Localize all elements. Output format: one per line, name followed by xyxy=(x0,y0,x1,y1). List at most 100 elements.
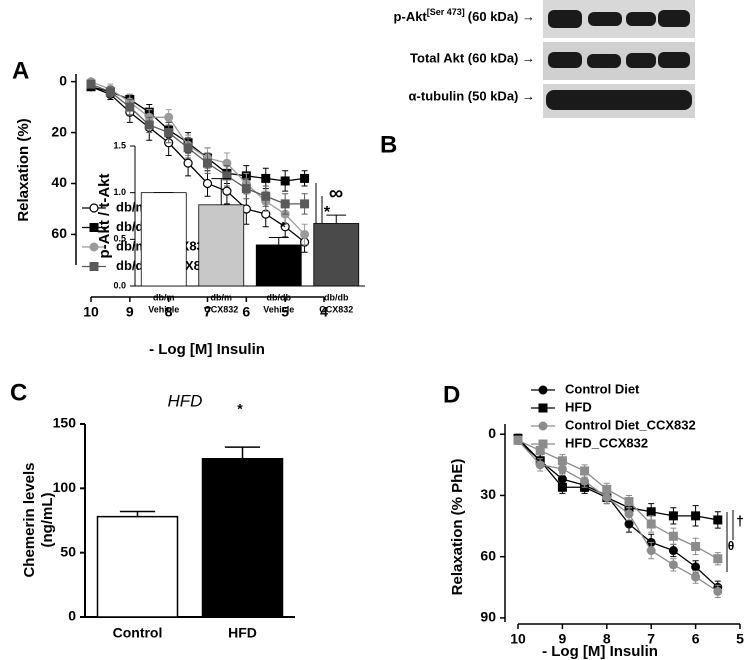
y-tick-label: 40 xyxy=(51,174,67,190)
y-tick-label: 1.5 xyxy=(113,140,126,150)
x-tick-label: 9 xyxy=(126,304,134,320)
y-tick-label: 0.0 xyxy=(113,280,126,290)
marker xyxy=(624,509,634,519)
marker xyxy=(538,403,548,413)
error-bar xyxy=(268,236,289,245)
marker xyxy=(535,460,545,470)
marker xyxy=(713,515,723,525)
marker xyxy=(261,191,271,201)
series xyxy=(86,79,310,215)
marker xyxy=(261,173,271,183)
marker xyxy=(300,229,310,239)
y-tick-label: 90 xyxy=(480,609,496,625)
blot-label: α-tubulin (50 kDa) → xyxy=(409,88,535,103)
panel-label: D xyxy=(443,381,460,408)
legend-label: HFD_CCX832 xyxy=(565,435,648,450)
panel-label: B xyxy=(380,131,397,158)
series-line xyxy=(517,437,718,521)
marker xyxy=(580,476,590,486)
x-tick-label: CCX832 xyxy=(204,304,238,314)
y-tick-label: 150 xyxy=(53,415,77,431)
marker xyxy=(89,223,99,232)
annotation: θ xyxy=(728,539,735,553)
marker xyxy=(538,439,548,449)
y-tick-label: 100 xyxy=(53,479,77,495)
marker xyxy=(105,87,115,97)
y-axis-label: (ng/mL) xyxy=(39,493,56,548)
x-tick-label: 10 xyxy=(510,631,526,647)
marker xyxy=(222,171,232,181)
marker xyxy=(86,79,96,89)
x-tick-label: db/db xyxy=(267,292,292,302)
error-bar xyxy=(119,510,156,517)
marker xyxy=(713,586,723,596)
y-tick-label: 20 xyxy=(51,123,67,139)
marker xyxy=(602,484,612,494)
marker xyxy=(280,176,290,186)
marker xyxy=(691,511,701,521)
y-tick-label: 60 xyxy=(51,225,67,241)
error-bar xyxy=(211,178,232,205)
y-tick-label: 1.0 xyxy=(113,187,126,197)
x-tick-label: 9 xyxy=(559,631,567,647)
marker xyxy=(580,466,590,476)
legend-label: db/m xyxy=(116,199,147,214)
x-tick-label: 6 xyxy=(692,631,700,647)
x-tick-label: 5 xyxy=(281,304,289,320)
annotation: * xyxy=(324,204,331,221)
marker xyxy=(691,541,701,551)
y-tick-label: 30 xyxy=(480,486,496,502)
marker xyxy=(513,435,523,445)
chart-title: HFD xyxy=(168,391,203,410)
marker xyxy=(164,112,174,122)
marker xyxy=(280,199,290,209)
y-axis-label: Relaxation (%) xyxy=(15,118,32,221)
blot-label: p-Akt[Ser 473] (60 kDa) → xyxy=(394,7,535,24)
x-tick-label: Control xyxy=(113,625,163,641)
marker xyxy=(691,562,701,572)
annotation: * xyxy=(280,219,286,235)
marker xyxy=(538,421,548,431)
marker xyxy=(183,158,193,168)
marker xyxy=(300,199,310,209)
panel-label: C xyxy=(10,379,27,406)
series-line xyxy=(517,439,719,592)
series xyxy=(513,435,723,566)
y-axis-label: Relaxation (% PhE) xyxy=(449,459,466,596)
series xyxy=(86,82,310,253)
series-line xyxy=(517,439,719,560)
y-tick-label: 0 xyxy=(68,608,76,624)
blot-image xyxy=(543,0,695,118)
annotation: † xyxy=(736,513,744,529)
panel-label: A xyxy=(12,57,29,84)
x-tick-label: 7 xyxy=(204,304,212,320)
marker xyxy=(691,572,701,582)
marker xyxy=(125,102,135,112)
series-line xyxy=(90,86,305,182)
marker xyxy=(241,184,251,194)
legend-label: Control Diet_CCX832 xyxy=(565,417,696,432)
marker xyxy=(646,507,656,517)
x-axis-label: - Log [M] Insulin xyxy=(149,341,265,358)
marker xyxy=(624,519,634,529)
y-tick-label: 60 xyxy=(480,547,496,563)
bar xyxy=(140,192,187,287)
marker xyxy=(89,262,99,271)
blot-label: Total Akt (60 kDa) → xyxy=(410,50,535,65)
x-tick-label: db/m xyxy=(211,292,233,302)
marker xyxy=(89,203,99,213)
x-tick-label: 8 xyxy=(165,304,173,320)
y-axis-label: p-Akt / t-Akt xyxy=(96,174,113,259)
marker xyxy=(203,158,212,168)
marker xyxy=(668,560,678,570)
marker xyxy=(557,482,567,492)
error-bar xyxy=(326,214,347,224)
y-axis-label: Chemerin levels xyxy=(21,462,38,577)
marker xyxy=(646,519,656,529)
legend-label: Control Diet xyxy=(565,381,640,396)
marker xyxy=(164,128,174,138)
marker xyxy=(89,242,99,252)
marker xyxy=(557,456,567,466)
marker xyxy=(624,497,634,507)
